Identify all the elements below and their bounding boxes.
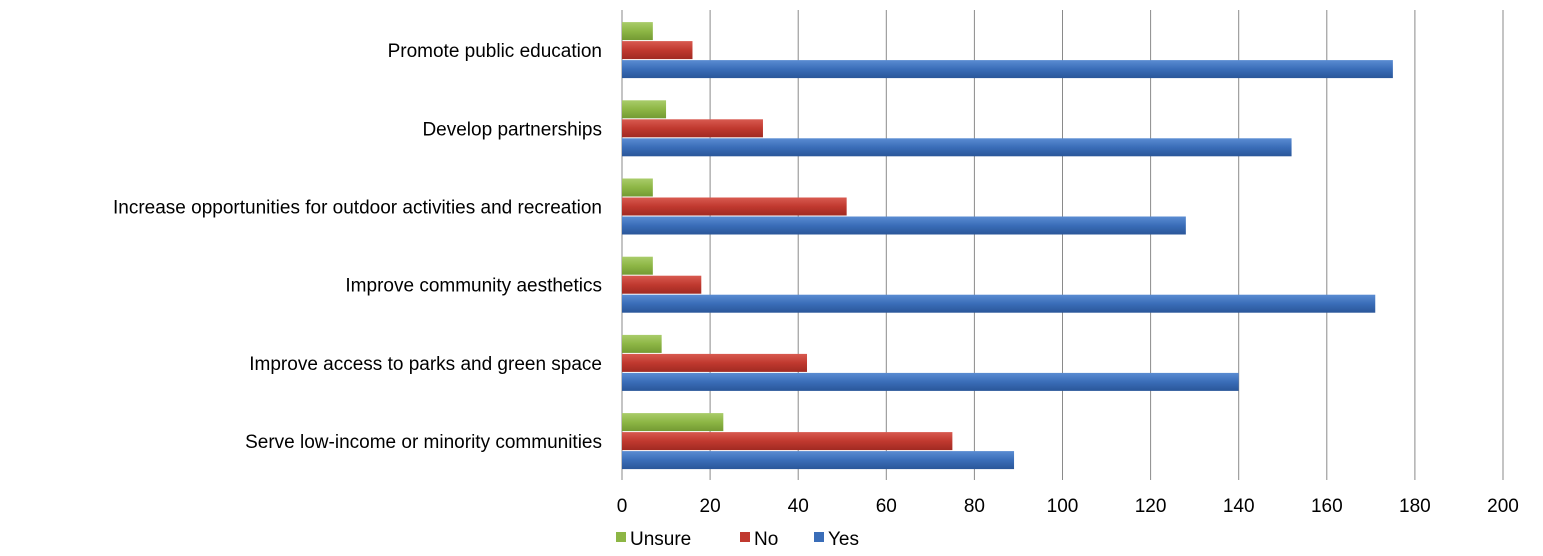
x-tick-label: 0 [617,496,628,517]
bar-unsure [622,413,724,432]
bar-yes [622,372,1239,391]
category-label: Improve community aesthetics [345,276,602,297]
bar-yes [622,216,1186,235]
bar-no [622,353,808,372]
bar-no [622,197,847,216]
legend-label-yes: Yes [828,529,859,550]
bar-no [622,432,953,451]
category-labels: Promote public education Develop partners… [113,41,602,453]
legend-swatch-no [740,532,750,542]
legend-swatch-unsure [616,532,626,542]
bar-unsure [622,256,653,275]
bars [622,22,1393,470]
x-axis-tick-labels: 0 20 40 60 80 100 120 140 160 180 200 [617,496,1519,517]
bar-unsure [622,334,662,353]
category-label: Develop partnerships [422,119,602,140]
category-label: Increase opportunities for outdoor activ… [113,198,602,219]
bar-no [622,119,763,138]
category-label: Improve access to parks and green space [249,354,602,375]
bar-no [622,275,702,294]
x-tick-label: 60 [876,496,897,517]
bar-unsure [622,178,653,197]
x-tick-label: 40 [788,496,809,517]
bar-yes [622,294,1376,313]
x-tick-label: 140 [1223,496,1255,517]
bar-yes [622,138,1292,157]
x-tick-label: 120 [1135,496,1167,517]
x-tick-label: 20 [700,496,721,517]
x-tick-label: 160 [1311,496,1343,517]
x-tick-label: 180 [1399,496,1431,517]
bar-unsure [622,22,653,41]
gridlines [621,10,1504,480]
x-tick-label: 200 [1487,496,1519,517]
bar-no [622,41,693,60]
legend: Unsure No Yes [616,529,859,550]
category-label: Promote public education [388,41,602,62]
x-tick-label: 80 [964,496,985,517]
legend-label-unsure: Unsure [630,529,691,550]
category-label: Serve low-income or minority communities [245,432,602,453]
x-tick-label: 100 [1047,496,1079,517]
bar-yes [622,451,1015,470]
legend-swatch-yes [814,532,824,542]
legend-label-no: No [754,529,778,550]
bar-yes [622,60,1393,79]
bar-unsure [622,100,667,119]
